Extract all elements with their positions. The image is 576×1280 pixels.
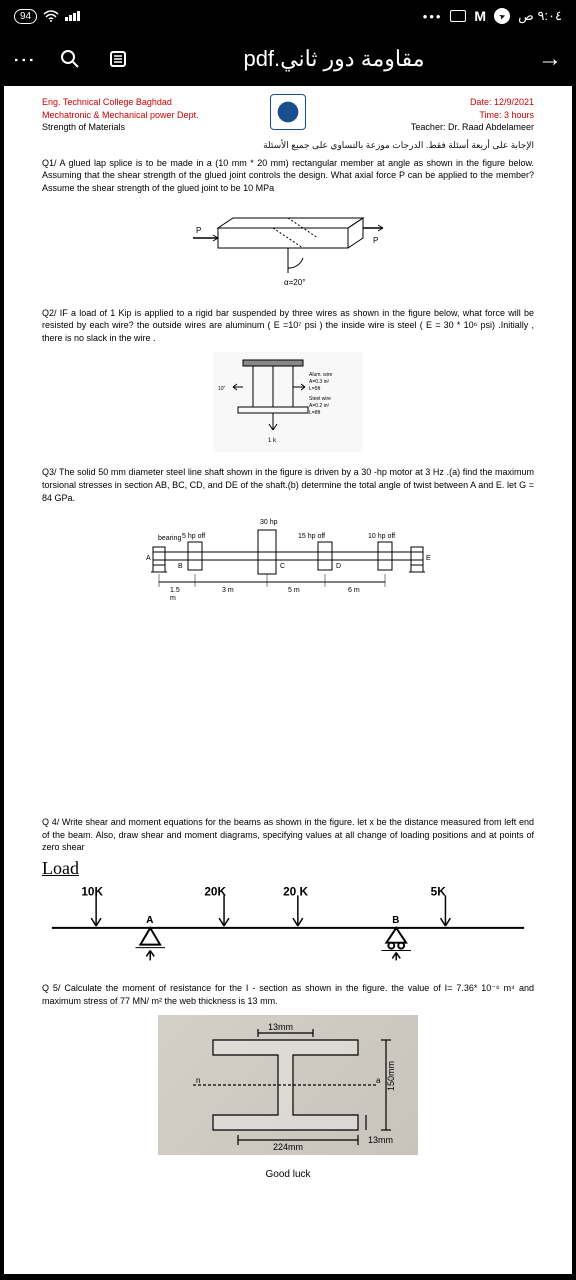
- status-time: ٩:٠٤ ص: [518, 8, 562, 24]
- status-left: 94: [14, 9, 80, 24]
- header-dept: Mechatronic & Mechanical power Dept.: [42, 109, 199, 122]
- svg-text:Steel wire: Steel wire: [309, 396, 331, 402]
- load-handwriting: Load: [42, 858, 79, 879]
- question-2-text: Q2/ IF a load of 1 Kip is applied to a r…: [42, 307, 534, 345]
- q3-figure: 30 hp bearing 5 hp off 15 hp off 10 hp o…: [42, 512, 534, 602]
- m-icon: M: [474, 8, 486, 24]
- signal-icon: [65, 11, 80, 21]
- svg-text:E: E: [426, 555, 431, 562]
- telegram-icon: [494, 8, 510, 24]
- q5-figure: 13mm 224mm 150mm 13mm a n: [42, 1015, 534, 1155]
- svg-text:C: C: [280, 563, 285, 570]
- svg-text:150mm: 150mm: [386, 1061, 396, 1091]
- svg-text:α=20°: α=20°: [284, 278, 305, 287]
- svg-text:30 hp: 30 hp: [260, 519, 278, 526]
- header-teacher: Teacher: Dr. Raad Abdelameer: [411, 121, 534, 134]
- college-logo: [270, 94, 306, 130]
- wifi-icon: [43, 10, 59, 22]
- svg-text:a: a: [376, 1076, 381, 1085]
- svg-text:B: B: [392, 915, 399, 926]
- svg-text:D: D: [336, 563, 341, 570]
- menu-icon[interactable]: ⋮: [11, 49, 37, 69]
- svg-text:bearing: bearing: [158, 535, 181, 542]
- good-luck-text: Good luck: [42, 1169, 534, 1180]
- header-time: Time: 3 hours: [479, 109, 534, 122]
- question-1-text: Q1/ A glued lap splice is to be made in …: [42, 157, 534, 195]
- header-date: Date: 12/9/2021: [470, 96, 534, 109]
- svg-text:n: n: [196, 1076, 200, 1085]
- svg-text:5 m: 5 m: [288, 587, 300, 594]
- svg-text:A=0.2 in²: A=0.2 in²: [309, 403, 329, 409]
- svg-text:Alum. wire: Alum. wire: [309, 372, 333, 378]
- question-4-text: Q 4/ Write shear and moment equations fo…: [42, 816, 534, 854]
- document-viewport[interactable]: Eng. Technical College Baghdad Date: 12/…: [4, 86, 572, 1274]
- svg-text:13mm: 13mm: [268, 1022, 293, 1032]
- svg-text:P: P: [196, 226, 201, 235]
- status-right: ••• M ٩:٠٤ ص: [423, 8, 562, 24]
- outline-icon[interactable]: [106, 47, 130, 71]
- svg-text:5 hp off: 5 hp off: [182, 533, 205, 540]
- svg-text:20K: 20K: [204, 884, 226, 898]
- svg-text:6 m: 6 m: [348, 587, 360, 594]
- page-2: Q 4/ Write shear and moment equations fo…: [4, 806, 572, 1190]
- svg-text:A=0.3 in²: A=0.3 in²: [309, 379, 329, 385]
- svg-text:P: P: [373, 236, 378, 245]
- page-1: Eng. Technical College Baghdad Date: 12/…: [4, 86, 572, 626]
- svg-text:10": 10": [218, 386, 226, 392]
- header-subject: Strength of Materials: [42, 121, 125, 134]
- question-5-text: Q 5/ Calculate the moment of resistance …: [42, 982, 534, 1007]
- q4-figure: Load: [42, 858, 534, 966]
- more-dots-icon: •••: [423, 9, 443, 24]
- svg-text:1.5: 1.5: [170, 587, 180, 594]
- battery-indicator: 94: [14, 9, 37, 24]
- search-icon[interactable]: [58, 47, 82, 71]
- svg-text:3 m: 3 m: [222, 587, 234, 594]
- svg-text:10K: 10K: [81, 884, 103, 898]
- svg-text:5K: 5K: [431, 884, 447, 898]
- q1-figure: P P α=20°: [42, 203, 534, 293]
- document-header: Eng. Technical College Baghdad Date: 12/…: [42, 96, 534, 134]
- svg-text:224mm: 224mm: [273, 1142, 303, 1152]
- question-3-text: Q3/ The solid 50 mm diameter steel line …: [42, 466, 534, 504]
- page-gap: [4, 626, 572, 806]
- svg-text:A: A: [146, 555, 151, 562]
- svg-text:20 K: 20 K: [283, 884, 308, 898]
- svg-text:13mm: 13mm: [368, 1135, 393, 1145]
- svg-text:1 k: 1 k: [268, 438, 277, 444]
- screenshot-icon: [450, 10, 466, 22]
- svg-text:L=5ft: L=5ft: [309, 386, 321, 392]
- app-bar: ⋮ مقاومة دور ثاني.pdf →: [0, 32, 576, 86]
- exam-instruction: الإجابة على أربعة أسئلة فقط. الدرجات موز…: [42, 140, 534, 151]
- svg-text:m: m: [170, 595, 176, 602]
- svg-text:A: A: [146, 915, 153, 926]
- q2-figure: Alum. wire A=0.3 in² L=5ft Steel wire A=…: [42, 352, 534, 452]
- svg-text:L=8ft: L=8ft: [309, 410, 321, 416]
- svg-text:B: B: [178, 563, 183, 570]
- document-title: مقاومة دور ثاني.pdf: [130, 46, 538, 72]
- svg-text:10 hp off: 10 hp off: [368, 533, 395, 540]
- svg-text:15 hp off: 15 hp off: [298, 533, 325, 540]
- back-arrow-icon[interactable]: →: [538, 45, 562, 73]
- header-college: Eng. Technical College Baghdad: [42, 96, 172, 109]
- status-bar: 94 ••• M ٩:٠٤ ص: [0, 0, 576, 32]
